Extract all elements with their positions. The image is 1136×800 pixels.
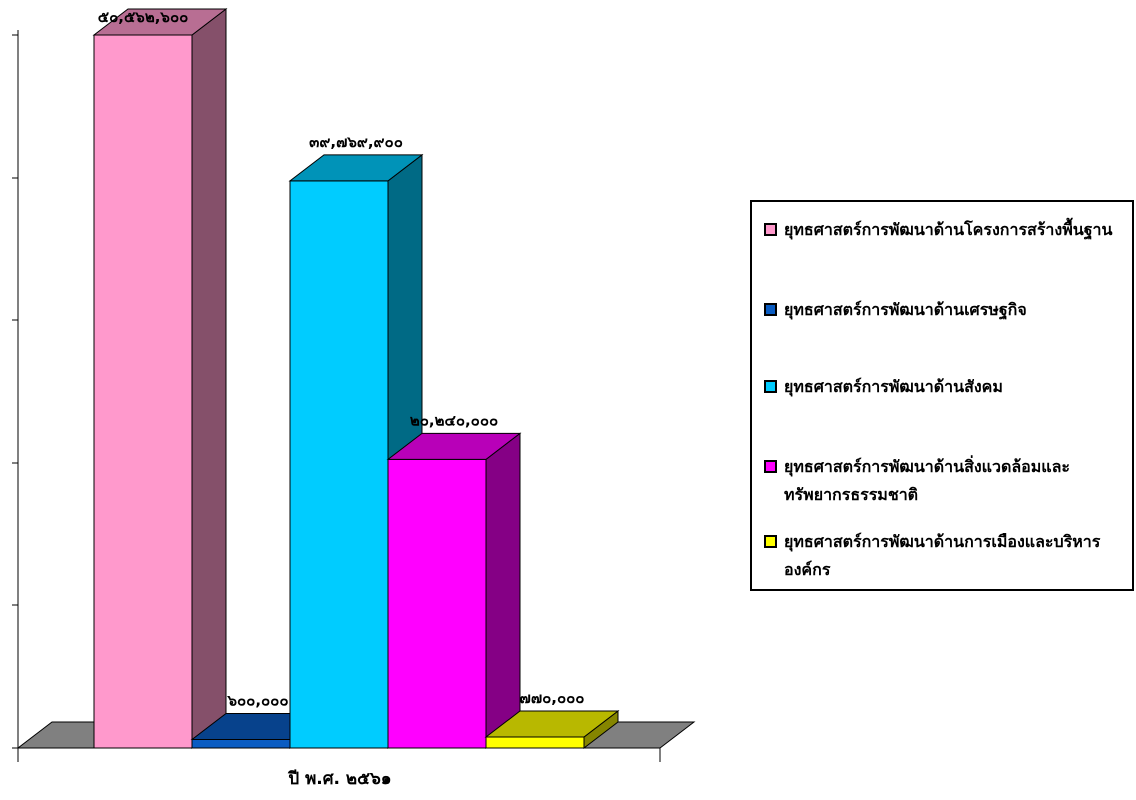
bar-side-infrastructure <box>191 7 227 750</box>
bar-economy <box>191 738 291 749</box>
data-label-society: ๓๙,๗๖๙,๙๐๐ <box>309 133 403 151</box>
bar-top-politics <box>484 710 620 738</box>
legend-label-infrastructure: ยุทธศาสตร์การพัฒนาด้านโครงการสร้างพื้นฐา… <box>784 220 1113 239</box>
legend-item-environment: ยุทธศาสตร์การพัฒนาด้านสิ่งแวดล้อมและทรัพ… <box>764 453 1114 509</box>
legend-label-environment: ยุทธศาสตร์การพัฒนาด้านสิ่งแวดล้อมและทรัพ… <box>784 457 1071 504</box>
bar-top-environment <box>386 432 522 460</box>
legend-item-economy: ยุทธศาสตร์การพัฒนาด้านเศรษฐกิจ <box>764 296 1114 324</box>
data-label-politics: ๗๗๐,๐๐๐ <box>520 689 585 707</box>
legend-swatch-economy <box>764 303 777 316</box>
legend-swatch-society <box>764 380 777 393</box>
bar-top-infrastructure <box>92 8 228 36</box>
legend-item-infrastructure: ยุทธศาสตร์การพัฒนาด้านโครงการสร้างพื้นฐา… <box>764 216 1114 244</box>
data-label-infrastructure: ๕๐,๕๖๒,๖๐๐ <box>98 8 189 26</box>
bar-environment <box>387 458 487 749</box>
data-label-environment: ๒๐,๒๔๐,๐๐๐ <box>410 411 498 429</box>
legend-swatch-politics <box>764 535 777 548</box>
bars-group <box>92 7 620 750</box>
bar-side-environment <box>485 432 521 750</box>
legend-item-society: ยุทธศาสตร์การพัฒนาด้านสังคม <box>764 373 1114 401</box>
legend-label-economy: ยุทธศาสตร์การพัฒนาด้านเศรษฐกิจ <box>784 300 1027 319</box>
legend-label-society: ยุทธศาสตร์การพัฒนาด้านสังคม <box>784 377 1003 396</box>
bar-society <box>289 180 389 749</box>
bar-infrastructure <box>93 34 193 749</box>
legend-swatch-environment <box>764 460 777 473</box>
legend-label-politics: ยุทธศาสตร์การพัฒนาด้านการเมืองและบริหารอ… <box>784 532 1101 579</box>
legend-swatch-infrastructure <box>764 223 777 236</box>
data-label-economy: ๖๐๐,๐๐๐ <box>227 691 289 709</box>
bar-top-society <box>288 154 424 182</box>
legend: ยุทธศาสตร์การพัฒนาด้านโครงการสร้างพื้นฐา… <box>750 200 1134 591</box>
x-axis-title: ปี พ.ศ. ๒๕๖๑ <box>288 769 392 789</box>
legend-item-politics: ยุทธศาสตร์การพัฒนาด้านการเมืองและบริหารอ… <box>764 528 1114 584</box>
bar-politics <box>485 736 585 749</box>
